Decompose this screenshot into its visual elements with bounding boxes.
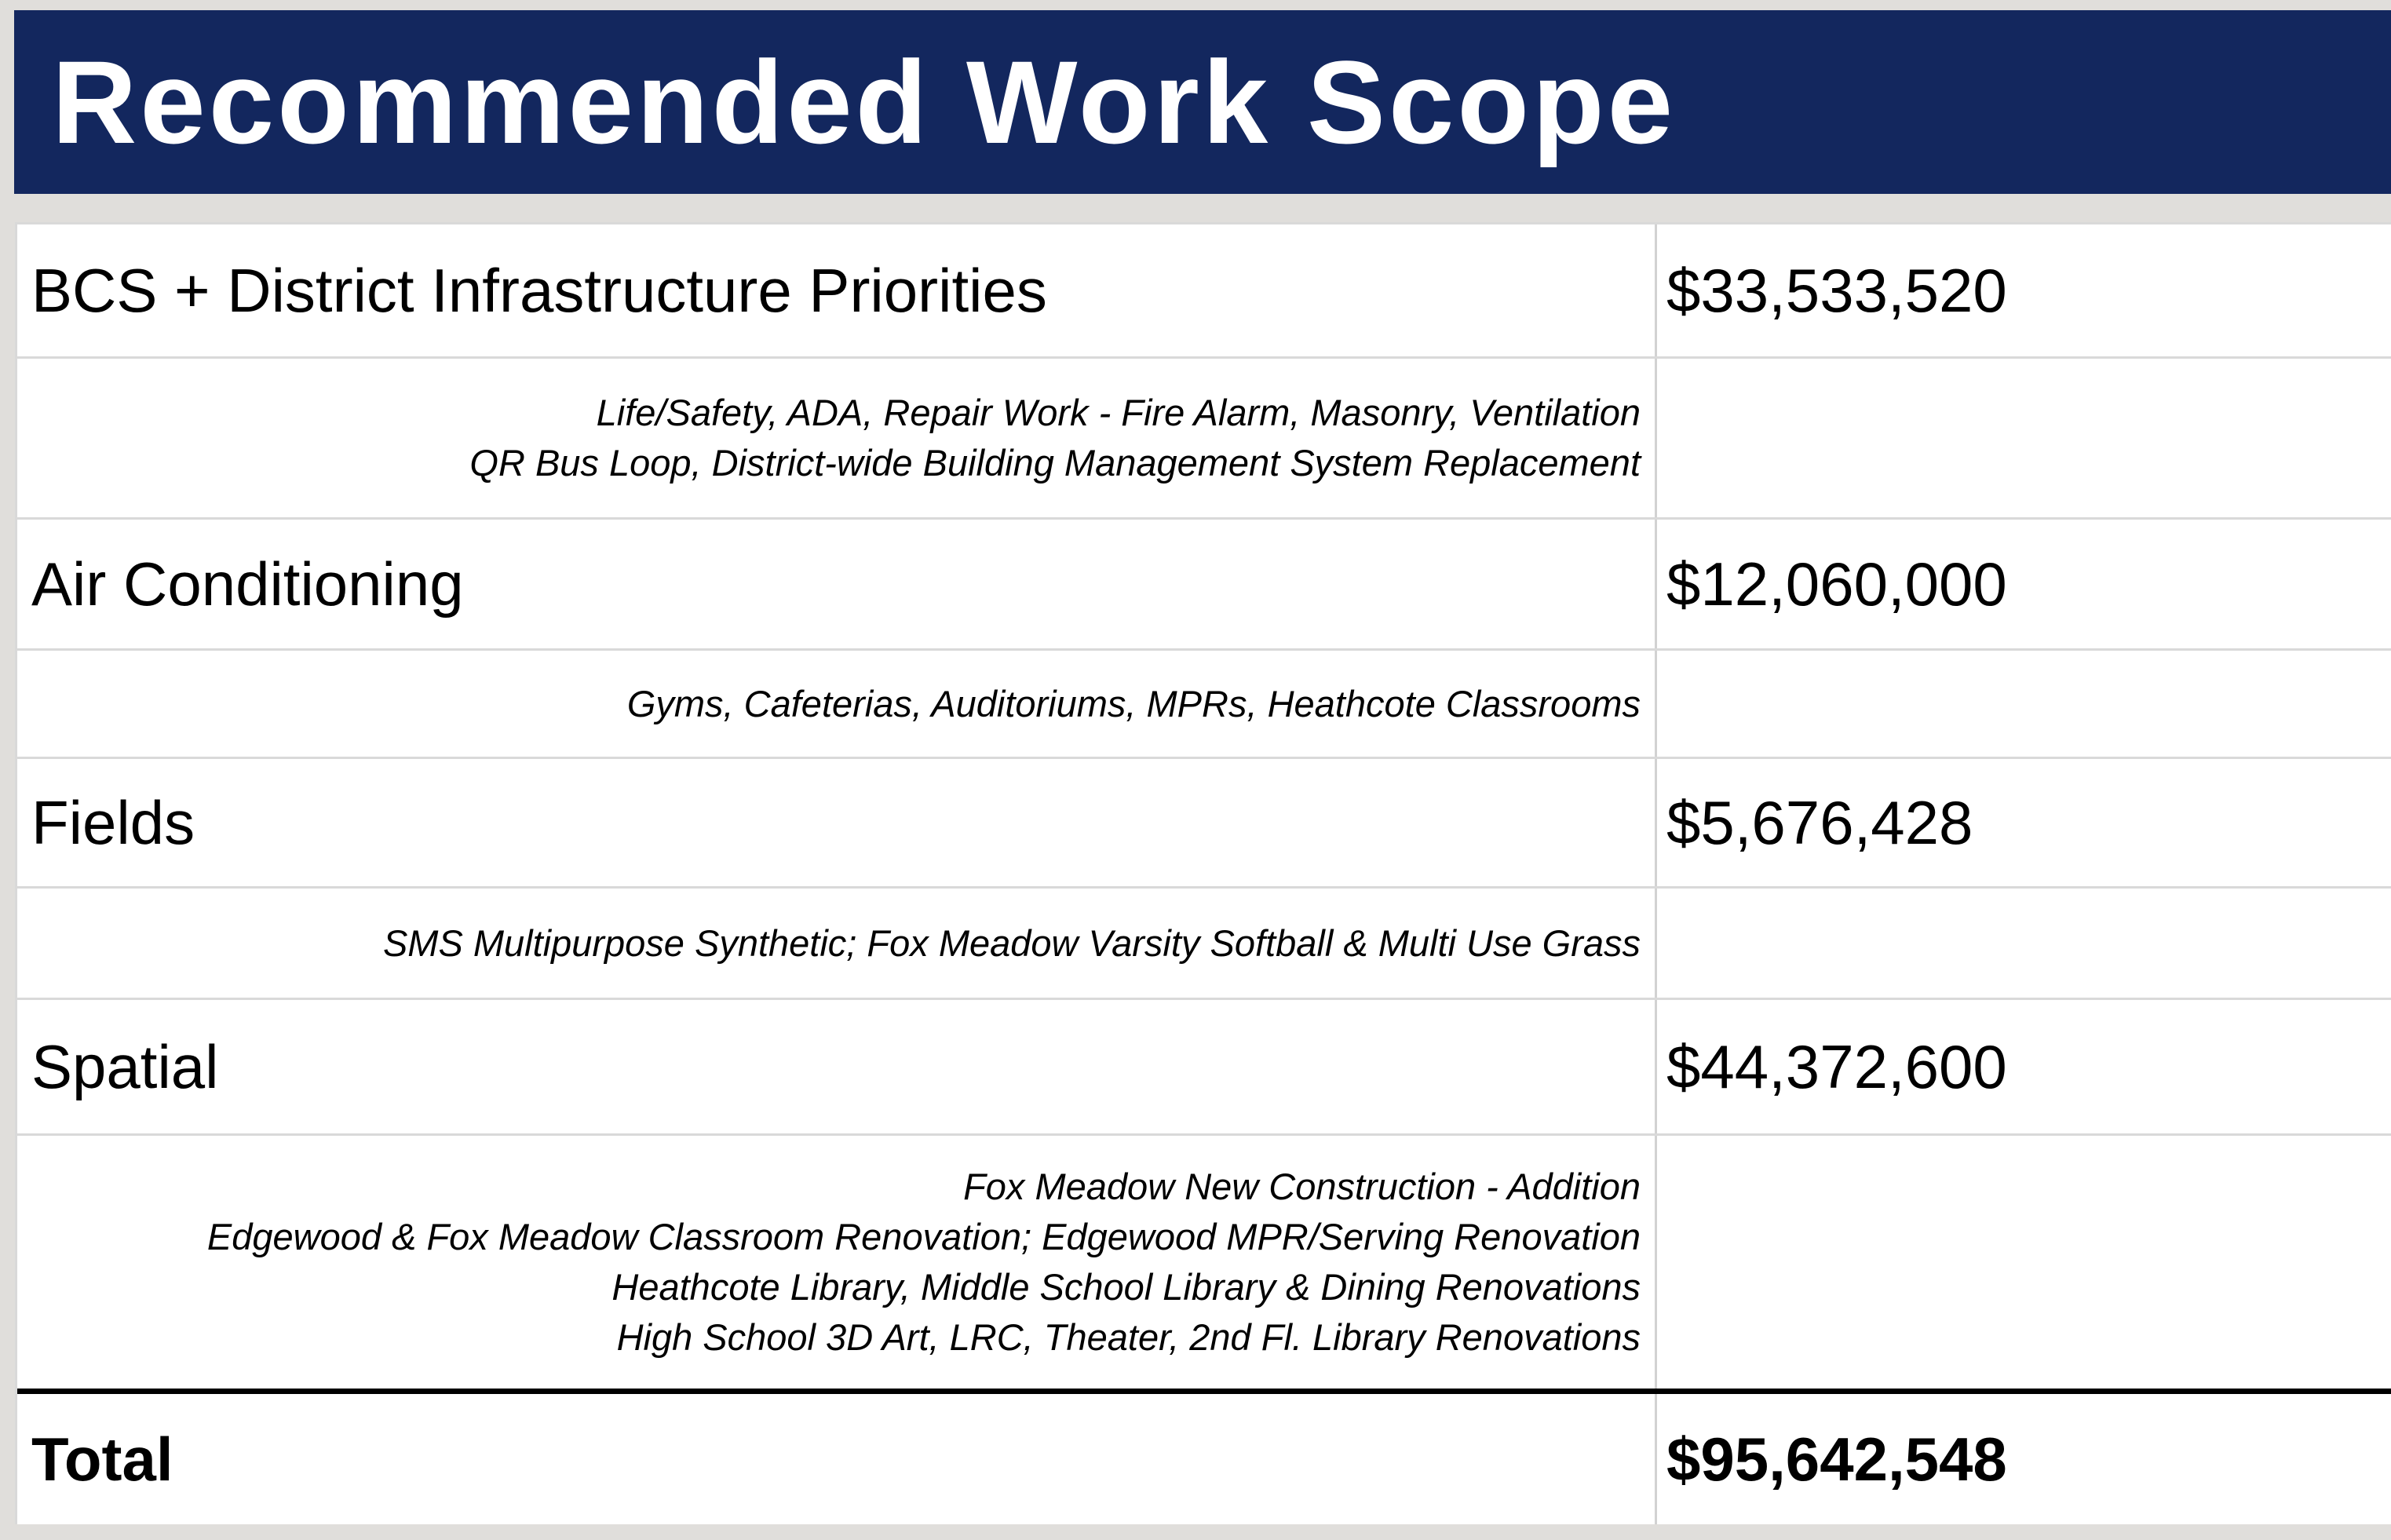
detail-line: Edgewood & Fox Meadow Classroom Renovati… (206, 1216, 1641, 1257)
table-row-fields: Fields $5,676,428 (17, 757, 2391, 886)
table-row-spatial: Spatial $44,372,600 (17, 998, 2391, 1133)
row-amount: $33,533,520 (1655, 224, 2391, 356)
row-amount: $44,372,600 (1655, 1000, 2391, 1133)
detail-line: Fox Meadow New Construction - Addition (963, 1166, 1641, 1207)
detail-line: Life/Safety, ADA, Repair Work - Fire Ala… (596, 392, 1641, 433)
row-amount-empty (1655, 889, 2391, 998)
detail-line: Heathcote Library, Middle School Library… (611, 1266, 1641, 1308)
work-scope-table: BCS + District Infrastructure Priorities… (15, 222, 2391, 1524)
row-amount-empty (1655, 1136, 2391, 1389)
table-row-spatial-detail: Fox Meadow New Construction - Addition E… (17, 1133, 2391, 1389)
detail-line: QR Bus Loop, District-wide Building Mana… (469, 442, 1641, 484)
row-label: BCS + District Infrastructure Priorities (31, 255, 1047, 325)
row-amount: $12,060,000 (1655, 520, 2391, 648)
page-title: Recommended Work Scope (52, 35, 1677, 168)
row-label: Spatial (31, 1031, 219, 1101)
row-label: Air Conditioning (31, 549, 464, 619)
total-label: Total (31, 1424, 173, 1494)
row-detail-text: Gyms, Cafeterias, Auditoriums, MPRs, Hea… (17, 651, 1655, 757)
row-amount-empty (1655, 359, 2391, 517)
table-row-total: Total $95,642,548 (17, 1389, 2391, 1524)
total-amount: $95,642,548 (1655, 1394, 2391, 1524)
table-row-air-conditioning-detail: Gyms, Cafeterias, Auditoriums, MPRs, Hea… (17, 648, 2391, 757)
table-row-air-conditioning: Air Conditioning $12,060,000 (17, 517, 2391, 648)
row-amount-empty (1655, 651, 2391, 757)
header-bar: Recommended Work Scope (14, 10, 2391, 194)
table-row-bcs-detail: Life/Safety, ADA, Repair Work - Fire Ala… (17, 356, 2391, 517)
row-amount: $5,676,428 (1655, 759, 2391, 886)
detail-line: Gyms, Cafeterias, Auditoriums, MPRs, Hea… (626, 682, 1641, 724)
detail-line: High School 3D Art, LRC, Theater, 2nd Fl… (616, 1316, 1641, 1358)
row-detail-text: Fox Meadow New Construction - Addition E… (17, 1136, 1655, 1389)
row-detail-text: Life/Safety, ADA, Repair Work - Fire Ala… (17, 359, 1655, 517)
table-row-fields-detail: SMS Multipurpose Synthetic; Fox Meadow V… (17, 886, 2391, 998)
row-detail-text: SMS Multipurpose Synthetic; Fox Meadow V… (17, 889, 1655, 998)
table-row-bcs-infrastructure: BCS + District Infrastructure Priorities… (17, 224, 2391, 356)
row-label: Fields (31, 787, 195, 857)
detail-line: SMS Multipurpose Synthetic; Fox Meadow V… (382, 921, 1641, 964)
